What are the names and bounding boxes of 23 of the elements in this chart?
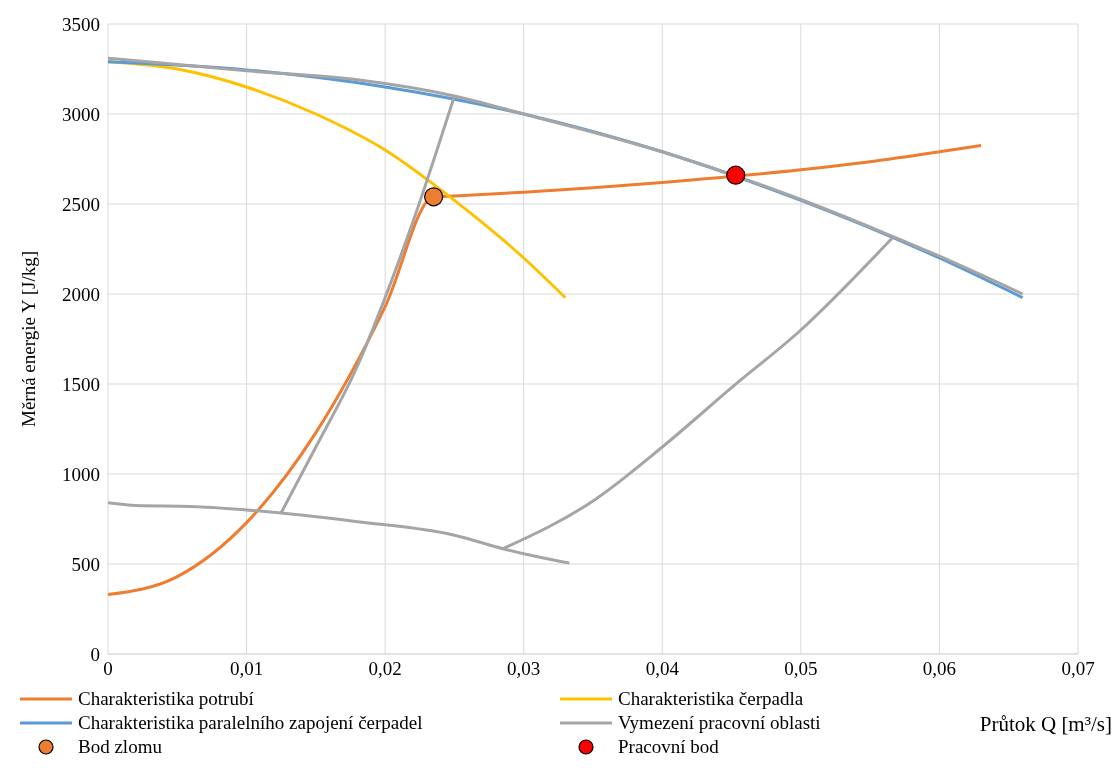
y-tick-label: 3500 (62, 13, 100, 35)
legend-label: Vymezení pracovní oblasti (618, 712, 821, 734)
y-tick-label: 3000 (62, 103, 100, 125)
y-tick-label: 1500 (62, 373, 100, 395)
y-tick-label: 2500 (62, 193, 100, 215)
x-tick-label: 0,06 (922, 658, 957, 680)
x-tick-label: 0,03 (507, 658, 541, 680)
x-tick-label: 0,01 (229, 658, 264, 680)
y-tick-label: 500 (71, 553, 100, 575)
legend-label: Charakteristika paralelního zapojení čerpadel (78, 712, 423, 734)
x-tick-label: 0,02 (368, 658, 402, 680)
x-axis-title: Průtok Q [m³/s] (979, 712, 1112, 737)
y-tick-label: 0 (90, 643, 100, 665)
y-tick-label: 2000 (62, 283, 100, 305)
legend-label: Bod zlomu (78, 736, 162, 758)
legend-label: Charakteristika čerpadla (618, 688, 804, 710)
legend-label: Pracovní bod (618, 736, 719, 758)
y-axis-title: Měrná energie Y [J/kg] (17, 250, 39, 428)
y-tick-label: 1000 (62, 463, 100, 485)
x-tick-label: 0,07 (1061, 658, 1095, 680)
x-tick-label: 0,04 (645, 658, 680, 680)
legend-label: Charakteristika potrubí (78, 688, 254, 710)
x-tick-label: 0,05 (784, 658, 818, 680)
